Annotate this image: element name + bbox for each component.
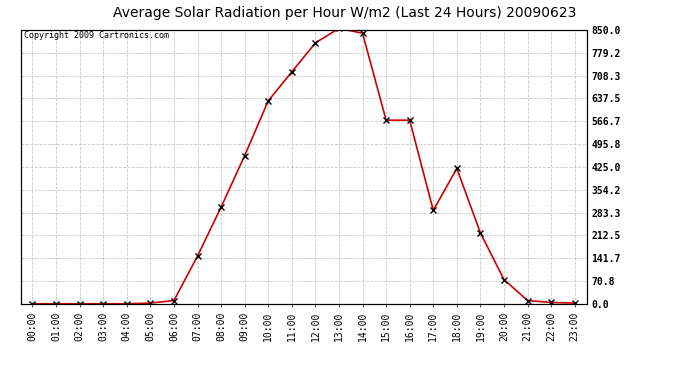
Text: Copyright 2009 Cartronics.com: Copyright 2009 Cartronics.com <box>23 32 168 40</box>
Text: Average Solar Radiation per Hour W/m2 (Last 24 Hours) 20090623: Average Solar Radiation per Hour W/m2 (L… <box>113 6 577 20</box>
